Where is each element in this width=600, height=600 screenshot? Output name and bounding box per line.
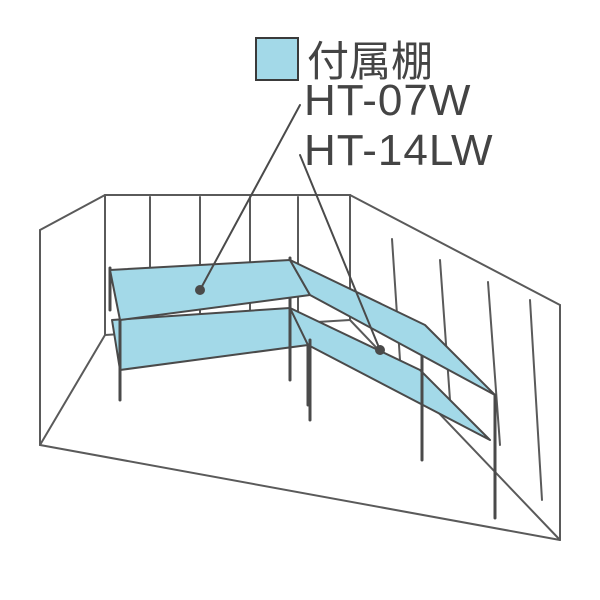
- model-label-1: HT-07W: [304, 76, 471, 126]
- shelf-diagram: [0, 0, 600, 600]
- legend-swatch: [255, 37, 299, 81]
- model-label-2: HT-14LW: [304, 126, 494, 176]
